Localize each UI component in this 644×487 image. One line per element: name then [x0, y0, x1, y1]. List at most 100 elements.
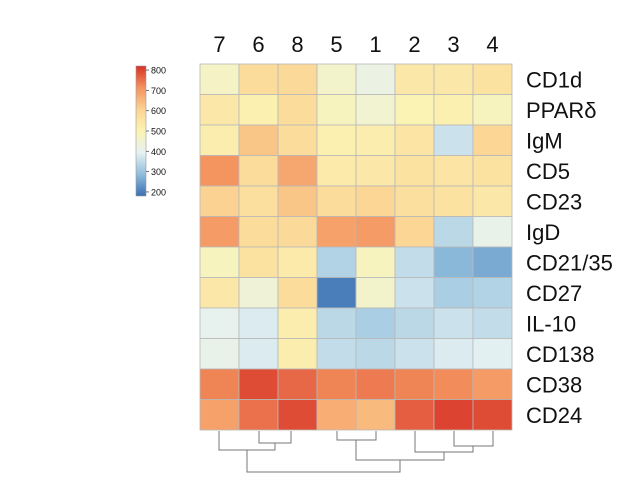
column-labels: 7 6 8 5 1 2 3 4 — [213, 32, 498, 57]
heatmap-cell-IgM-5 — [316, 124, 357, 156]
heatmap-cell-IgM-1 — [355, 124, 396, 156]
heatmap-cell-CD5-6 — [238, 155, 279, 187]
row-label: CD27 — [526, 281, 582, 306]
heatmap-cell-CD21/35-3 — [433, 246, 474, 278]
heatmap-cell-CD24-3 — [433, 399, 474, 431]
heatmap-cell-CD1d-1 — [355, 63, 396, 95]
row-label: CD21/35 — [526, 250, 613, 275]
heatmap-cell-CD23-6 — [238, 185, 279, 217]
heatmap-cell-CD23-3 — [433, 185, 474, 217]
heatmap-cell-IgM-6 — [238, 124, 279, 156]
heatmap-cell-IgM-4 — [472, 124, 513, 156]
heatmap-cell-CD24-7 — [199, 399, 240, 431]
dendrogram-branch-51-234 — [355, 440, 445, 461]
row-label: IgD — [526, 220, 560, 245]
heatmap-cell-PPARδ-1 — [355, 94, 396, 126]
heatmap-cell-CD5-2 — [394, 155, 435, 187]
heatmap-cell-IgM-8 — [277, 124, 318, 156]
heatmap-cell-CD27-8 — [277, 277, 318, 309]
heatmap-cell-CD24-4 — [472, 399, 513, 431]
heatmap-cell-IL-10-2 — [394, 307, 435, 339]
heatmap-cell-IgD-6 — [238, 216, 279, 248]
heatmap-cell-CD21/35-2 — [394, 246, 435, 278]
heatmap-cell-IgM-2 — [394, 124, 435, 156]
heatmap-cell-CD27-4 — [472, 277, 513, 309]
heatmap-cell-CD21/35-7 — [199, 246, 240, 278]
dendrogram-branch-3-4 — [453, 431, 494, 447]
column-dendrogram — [218, 431, 494, 473]
heatmap-cell-CD138-8 — [277, 338, 318, 370]
heatmap-cell-CD27-6 — [238, 277, 279, 309]
heatmap-cell-CD38-7 — [199, 368, 240, 400]
heatmap-cell-CD38-4 — [472, 368, 513, 400]
heatmap-cell-CD138-5 — [316, 338, 357, 370]
heatmap-cell-PPARδ-6 — [238, 94, 279, 126]
heatmap-cell-IL-10-6 — [238, 307, 279, 339]
heatmap-cell-CD21/35-8 — [277, 246, 318, 278]
column-label: 2 — [408, 32, 420, 57]
heatmap-cell-CD5-1 — [355, 155, 396, 187]
heatmap-cell-CD27-7 — [199, 277, 240, 309]
heatmap-cell-CD27-3 — [433, 277, 474, 309]
heatmap-cell-CD38-5 — [316, 368, 357, 400]
heatmap-cell-IgD-8 — [277, 216, 318, 248]
heatmap-cell-PPARδ-5 — [316, 94, 357, 126]
heatmap-cell-IL-10-3 — [433, 307, 474, 339]
colorbar-tick-label: 700 — [151, 86, 166, 96]
heatmap-cell-CD5-4 — [472, 155, 513, 187]
heatmap-cell-IgD-5 — [316, 216, 357, 248]
colorbar-tick-label: 600 — [151, 106, 166, 116]
row-label: CD138 — [526, 342, 594, 367]
heatmap-cell-CD23-7 — [199, 185, 240, 217]
heatmap-cell-CD1d-5 — [316, 63, 357, 95]
heatmap-cell-CD38-3 — [433, 368, 474, 400]
heatmap-cell-CD24-2 — [394, 399, 435, 431]
heatmap-cell-CD138-6 — [238, 338, 279, 370]
column-label: 3 — [447, 32, 459, 57]
heatmap-cell-IL-10-1 — [355, 307, 396, 339]
heatmap-cell-CD23-5 — [316, 185, 357, 217]
heatmap-cell-CD1d-7 — [199, 63, 240, 95]
column-label: 4 — [486, 32, 498, 57]
heatmap-cell-CD38-1 — [355, 368, 396, 400]
heatmap-cell-CD5-5 — [316, 155, 357, 187]
heatmap-cell-IL-10-7 — [199, 307, 240, 339]
heatmap-cell-CD23-4 — [472, 185, 513, 217]
heatmap-cell-CD21/35-5 — [316, 246, 357, 278]
row-label: IgM — [526, 128, 563, 153]
heatmap-cell-CD21/35-6 — [238, 246, 279, 278]
colorbar-tick-label: 400 — [151, 147, 166, 157]
heatmap-cell-CD27-5 — [316, 277, 357, 309]
heatmap-cell-CD138-3 — [433, 338, 474, 370]
heatmap-cell-PPARδ-4 — [472, 94, 513, 126]
heatmap-cell-CD23-2 — [394, 185, 435, 217]
heatmap-cell-CD24-8 — [277, 399, 318, 431]
heatmap-cell-IL-10-5 — [316, 307, 357, 339]
heatmap-cell-CD5-3 — [433, 155, 474, 187]
heatmap-cell-IgD-2 — [394, 216, 435, 248]
dendrogram-branch-7-68 — [218, 431, 276, 451]
heatmap-cells — [199, 63, 513, 431]
heatmap-cell-CD23-1 — [355, 185, 396, 217]
heatmap-cell-PPARδ-7 — [199, 94, 240, 126]
heatmap-cell-CD1d-8 — [277, 63, 318, 95]
row-label: CD24 — [526, 403, 582, 428]
heatmap-cell-IL-10-8 — [277, 307, 318, 339]
colorbar-tick-label: 800 — [151, 66, 166, 76]
heatmap-cell-CD27-1 — [355, 277, 396, 309]
column-label: 5 — [330, 32, 342, 57]
column-label: 6 — [252, 32, 264, 57]
heatmap-cell-IL-10-4 — [472, 307, 513, 339]
heatmap-cell-CD38-2 — [394, 368, 435, 400]
colorbar-tick-label: 200 — [151, 187, 166, 197]
heatmap-cell-CD1d-4 — [472, 63, 513, 95]
heatmap-cell-CD23-8 — [277, 185, 318, 217]
colorbar-legend: 800 700 600 500 400 300 200 — [135, 66, 166, 197]
row-label: CD5 — [526, 159, 570, 184]
heatmap-cell-CD1d-2 — [394, 63, 435, 95]
heatmap-cell-CD5-8 — [277, 155, 318, 187]
column-label: 1 — [369, 32, 381, 57]
heatmap-cell-CD38-6 — [238, 368, 279, 400]
heatmap-cell-PPARδ-2 — [394, 94, 435, 126]
heatmap-cell-CD21/35-1 — [355, 246, 396, 278]
